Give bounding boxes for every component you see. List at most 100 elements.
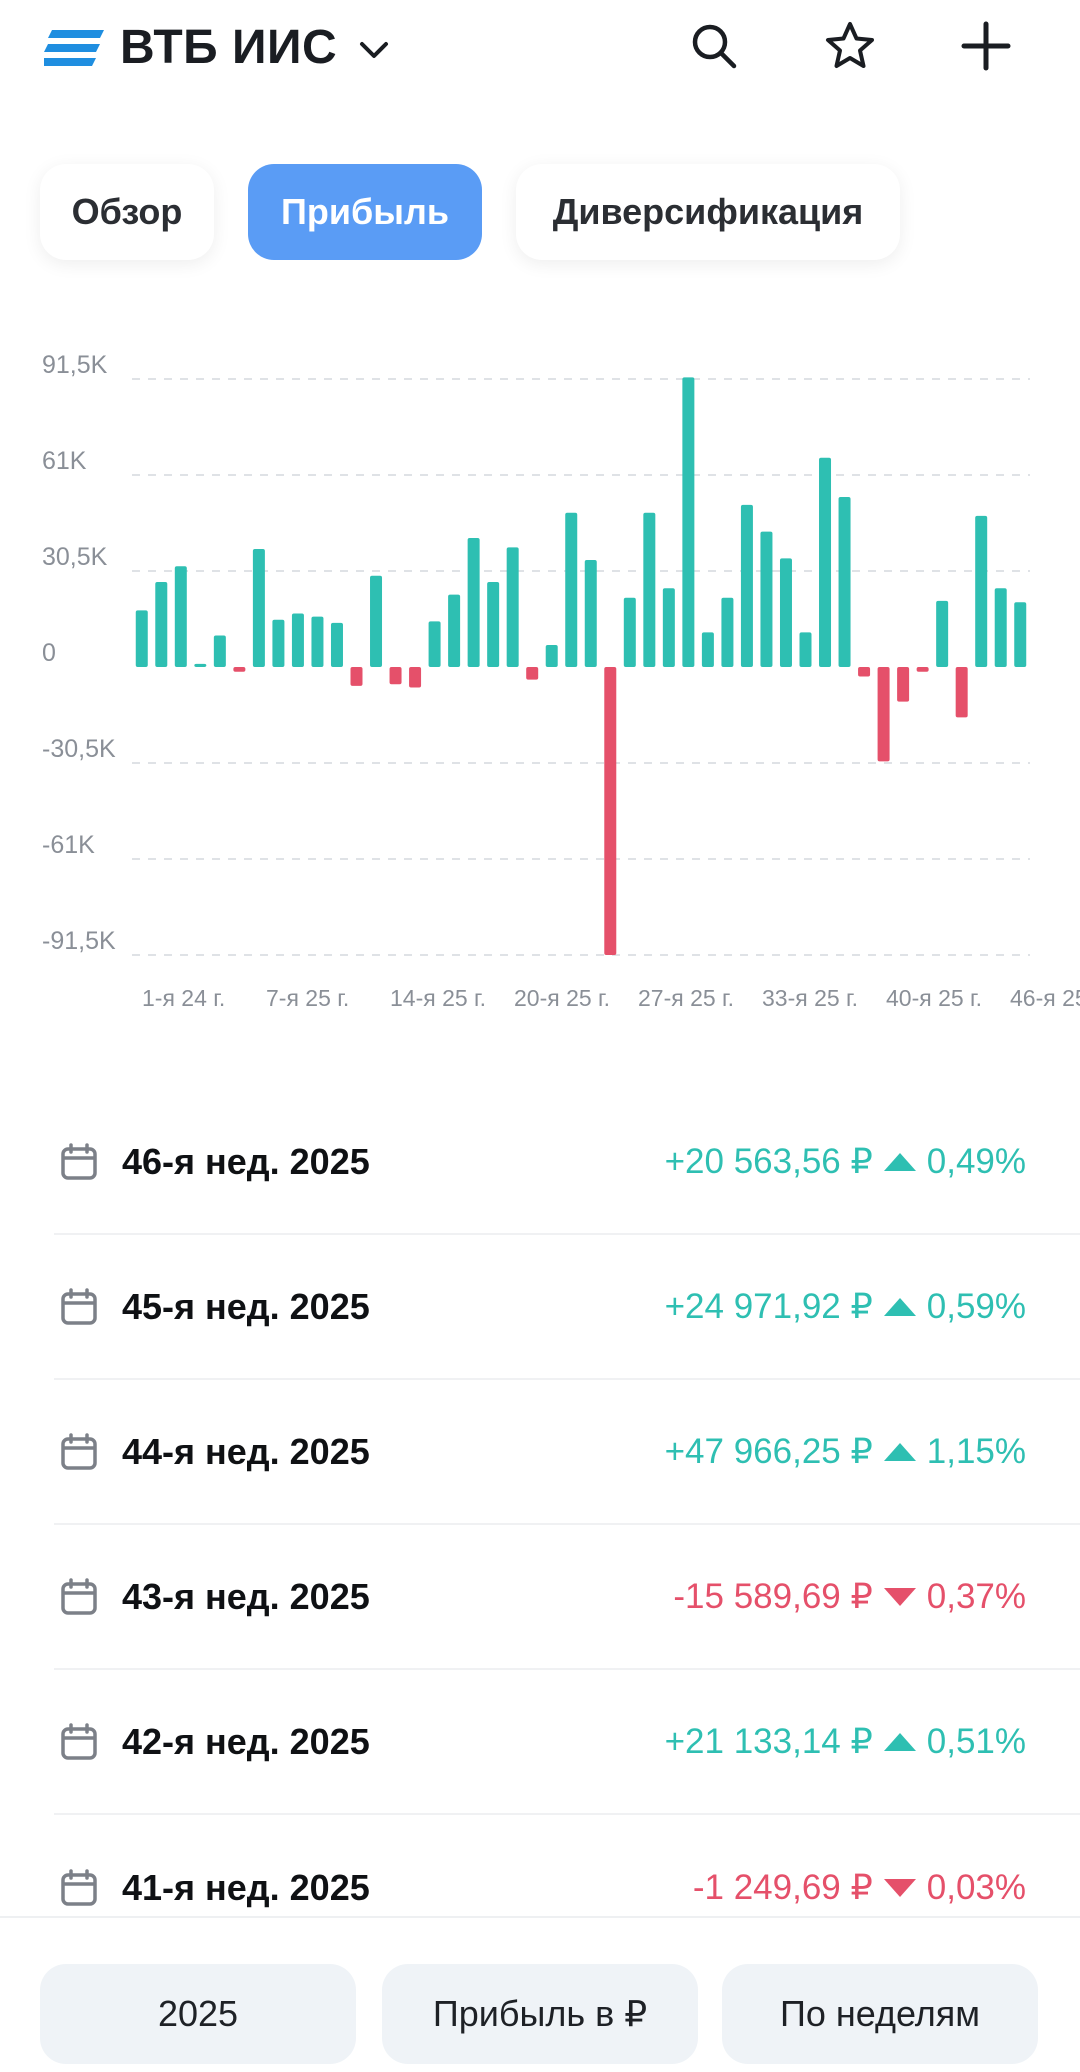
chart-bar[interactable] — [506, 547, 519, 667]
calendar-icon — [61, 1287, 97, 1325]
plus-icon — [961, 21, 1011, 71]
chart-bar[interactable] — [643, 512, 656, 667]
chart-bar[interactable] — [174, 566, 187, 667]
year-filter-button[interactable]: 2025 — [40, 1964, 356, 2064]
week-label: 45-я нед. 2025 — [122, 1285, 370, 1327]
chart-bar[interactable] — [233, 667, 246, 672]
week-label: 46-я нед. 2025 — [122, 1140, 370, 1182]
y-tick-label: -30,5K — [42, 735, 116, 763]
profit-percent: 0,03% — [926, 1867, 1026, 1907]
vtb-logo-icon — [44, 30, 104, 66]
chart-bar[interactable] — [467, 537, 480, 667]
week-label: 44-я нед. 2025 — [122, 1430, 370, 1472]
list-item[interactable]: 43-я нед. 2025 -15 589,69 ₽ 0,37% — [54, 1525, 1080, 1670]
y-tick-label: 91,5K — [42, 351, 108, 379]
account-selector[interactable]: ВТБ ИИС — [120, 20, 391, 75]
chart-bar[interactable] — [330, 622, 343, 667]
triangle-down-icon — [883, 1587, 916, 1606]
chart-bar[interactable] — [721, 597, 734, 667]
header: ВТБ ИИС — [0, 0, 1080, 100]
chart-bar[interactable] — [994, 588, 1007, 667]
profit-chart-svg: 91,5K 61K 30,5K 0 -30,5K -61K -91,5K 1-я 24 г. 7… — [42, 351, 1080, 1011]
profit-percent: 1,15% — [926, 1431, 1026, 1471]
calendar-icon — [61, 1722, 97, 1760]
tab-diversification[interactable]: Диверсификация — [516, 164, 900, 260]
triangle-up-icon — [883, 1732, 916, 1751]
chart-bar[interactable] — [975, 515, 988, 667]
chart-bar[interactable] — [370, 575, 383, 667]
favorite-button[interactable] — [822, 18, 878, 74]
chart-bar[interactable] — [779, 558, 792, 667]
profit-amount: +47 966,25 ₽ — [664, 1431, 873, 1471]
x-tick-label: 7-я 25 г. — [266, 985, 349, 1011]
list-item[interactable]: 46-я нед. 2025 +20 563,56 ₽ 0,49% — [54, 1090, 1080, 1235]
list-item[interactable]: 42-я нед. 2025 +21 133,14 ₽ 0,51% — [54, 1670, 1080, 1815]
chart-bar[interactable] — [682, 377, 695, 667]
profit-percent: 0,37% — [926, 1576, 1026, 1616]
chart-bar[interactable] — [428, 621, 441, 667]
chart-bar[interactable] — [584, 559, 597, 667]
chart-bar[interactable] — [819, 457, 832, 667]
chart-bar[interactable] — [740, 504, 753, 667]
chart-bar[interactable] — [799, 632, 812, 667]
chart-bar[interactable] — [311, 616, 324, 667]
chart-bar[interactable] — [760, 531, 773, 667]
y-tick-label: 0 — [42, 639, 56, 667]
chart-bar[interactable] — [955, 667, 968, 718]
triangle-down-icon — [883, 1878, 916, 1897]
chart-bar[interactable] — [389, 667, 402, 685]
add-button[interactable] — [958, 18, 1014, 74]
chart-bar[interactable] — [409, 667, 422, 688]
list-item[interactable]: 45-я нед. 2025 +24 971,92 ₽ 0,59% — [54, 1235, 1080, 1380]
calendar-icon — [61, 1142, 97, 1180]
calendar-icon — [61, 1577, 97, 1615]
account-title: ВТБ ИИС — [120, 21, 338, 74]
chart-bar[interactable] — [155, 582, 168, 667]
search-icon — [692, 24, 737, 69]
bottom-filter-bar: 2025 Прибыль в ₽ По неделям — [0, 1916, 1080, 2072]
chart-bar[interactable] — [936, 600, 949, 667]
x-tick-label: 14-я 25 г. — [390, 985, 486, 1011]
week-result: -1 249,69 ₽ 0,03% — [693, 1868, 1026, 1908]
profit-mode-button[interactable]: Прибыль в ₽ — [382, 1964, 698, 2064]
chart-bar[interactable] — [526, 667, 539, 680]
chart-bar[interactable] — [545, 644, 558, 667]
chart-bar[interactable] — [448, 594, 461, 667]
chart-bar[interactable] — [858, 667, 871, 677]
list-item[interactable]: 41-я нед. 2025 -1 249,69 ₽ 0,03% — [54, 1815, 1080, 1960]
chart-bar[interactable] — [291, 613, 304, 667]
chart-bar[interactable] — [701, 632, 714, 667]
x-tick-label: 33-я 25 г. — [762, 985, 858, 1011]
chart-bar[interactable] — [135, 610, 148, 667]
chart-bar[interactable] — [565, 512, 578, 667]
profit-amount: +20 563,56 ₽ — [664, 1141, 873, 1181]
tab-overview[interactable]: Обзор — [40, 164, 214, 260]
tab-profit[interactable]: Прибыль — [248, 164, 482, 260]
profit-chart: 91,5K 61K 30,5K 0 -30,5K -61K -91,5K 1-я 24 г. 7… — [0, 330, 1080, 1050]
chart-bar[interactable] — [604, 667, 617, 955]
week-result: +24 971,92 ₽ 0,59% — [665, 1287, 1026, 1327]
search-button[interactable] — [686, 18, 742, 74]
chart-bar[interactable] — [897, 667, 910, 702]
chart-bar[interactable] — [252, 548, 265, 667]
chart-bar[interactable] — [1014, 602, 1027, 667]
chart-bar[interactable] — [272, 619, 285, 667]
chart-bar[interactable] — [194, 663, 207, 667]
chart-bar[interactable] — [916, 667, 929, 672]
chart-bar[interactable] — [487, 582, 500, 667]
y-tick-label: -61K — [42, 831, 95, 859]
period-filter-button[interactable]: По неделям — [722, 1964, 1038, 2064]
week-result: +21 133,14 ₽ 0,51% — [665, 1722, 1026, 1762]
chart-bar[interactable] — [213, 635, 226, 667]
chart-bar[interactable] — [877, 667, 890, 762]
list-item[interactable]: 44-я нед. 2025 +47 966,25 ₽ 1,15% — [54, 1380, 1080, 1525]
triangle-up-icon — [883, 1152, 916, 1171]
chart-bar[interactable] — [838, 497, 851, 667]
chart-bar[interactable] — [623, 597, 636, 667]
chart-bar[interactable] — [662, 588, 675, 667]
chart-bar[interactable] — [350, 667, 363, 686]
calendar-icon — [61, 1432, 97, 1470]
x-tick-label: 40-я 25 г. — [886, 985, 982, 1011]
profit-amount: -1 249,69 ₽ — [692, 1867, 873, 1907]
x-tick-label: 27-я 25 г. — [638, 985, 734, 1011]
